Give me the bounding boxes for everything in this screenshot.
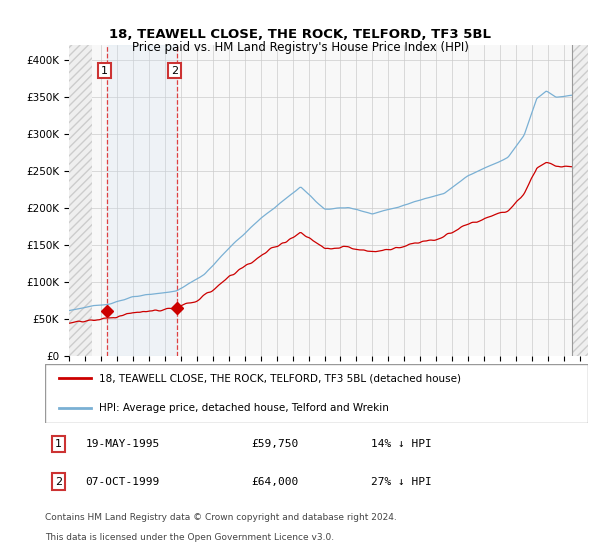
Bar — [69, 45, 92, 356]
Text: £64,000: £64,000 — [251, 477, 299, 487]
Text: 1: 1 — [101, 66, 108, 76]
Text: 2: 2 — [171, 66, 178, 76]
Bar — [107, 45, 177, 356]
Text: 14% ↓ HPI: 14% ↓ HPI — [371, 439, 431, 449]
Text: This data is licensed under the Open Government Licence v3.0.: This data is licensed under the Open Gov… — [45, 533, 334, 542]
Text: Contains HM Land Registry data © Crown copyright and database right 2024.: Contains HM Land Registry data © Crown c… — [45, 514, 397, 522]
Text: Price paid vs. HM Land Registry's House Price Index (HPI): Price paid vs. HM Land Registry's House … — [131, 40, 469, 54]
Text: 07-OCT-1999: 07-OCT-1999 — [86, 477, 160, 487]
Text: £59,750: £59,750 — [251, 439, 299, 449]
Text: 18, TEAWELL CLOSE, THE ROCK, TELFORD, TF3 5BL: 18, TEAWELL CLOSE, THE ROCK, TELFORD, TF… — [109, 28, 491, 41]
Text: 27% ↓ HPI: 27% ↓ HPI — [371, 477, 431, 487]
Text: HPI: Average price, detached house, Telford and Wrekin: HPI: Average price, detached house, Telf… — [100, 403, 389, 413]
Text: 2: 2 — [55, 477, 62, 487]
Bar — [69, 45, 92, 356]
Bar — [572, 45, 588, 356]
Text: 1: 1 — [55, 439, 62, 449]
FancyBboxPatch shape — [45, 364, 588, 423]
Text: 19-MAY-1995: 19-MAY-1995 — [86, 439, 160, 449]
Text: 18, TEAWELL CLOSE, THE ROCK, TELFORD, TF3 5BL (detached house): 18, TEAWELL CLOSE, THE ROCK, TELFORD, TF… — [100, 373, 461, 383]
Bar — [572, 45, 588, 356]
